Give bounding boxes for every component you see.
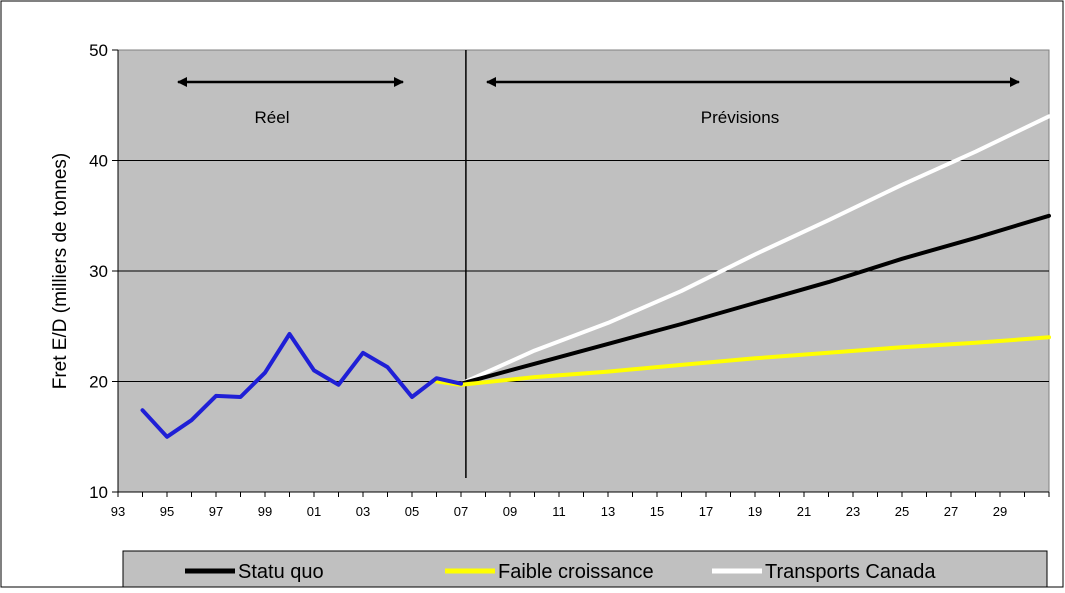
y-tick-label: 10: [89, 483, 108, 502]
series-line-actual: [140, 332, 463, 439]
x-tick-label: 95: [160, 504, 174, 519]
series-line-transports-canada: [459, 114, 1051, 386]
x-tick-label: 29: [993, 504, 1007, 519]
y-axis-label: Fret E/D (milliers de tonnes): [50, 153, 71, 390]
y-tick-label: 50: [89, 41, 108, 60]
x-tick-label: 05: [405, 504, 419, 519]
x-tick-label: 19: [748, 504, 762, 519]
y-tick-label: 20: [89, 373, 108, 392]
x-tick-label: 25: [895, 504, 909, 519]
x-tick-label: 21: [797, 504, 811, 519]
x-tick-label: 07: [454, 504, 468, 519]
x-tick-label: 99: [258, 504, 272, 519]
x-tick-label: 09: [503, 504, 517, 519]
legend-item-statu-quo: Statu quo: [238, 561, 324, 583]
series-line-statu-quo: [459, 213, 1051, 386]
legend-item-transports-canada: Transports Canada: [765, 561, 936, 583]
x-tick-label: 23: [846, 504, 860, 519]
legend-item-faible-croissance: Faible croissance: [498, 561, 654, 583]
x-tick-label: 03: [356, 504, 370, 519]
series-line-faible-croissance: [434, 335, 1051, 387]
x-tick-label: 93: [111, 504, 125, 519]
forecast-period-label: Prévisions: [701, 108, 779, 127]
x-tick-label: 17: [699, 504, 713, 519]
legend: [122, 550, 1048, 588]
x-tick-label: 27: [944, 504, 958, 519]
y-tick-label: 30: [89, 262, 108, 281]
x-tick-label: 01: [307, 504, 321, 519]
x-tick-label: 15: [650, 504, 664, 519]
y-tick-label: 40: [89, 152, 108, 171]
real-period-label: Réel: [255, 108, 290, 127]
x-tick-label: 11: [552, 504, 566, 519]
x-tick-label: 13: [601, 504, 615, 519]
x-tick-label: 97: [209, 504, 223, 519]
